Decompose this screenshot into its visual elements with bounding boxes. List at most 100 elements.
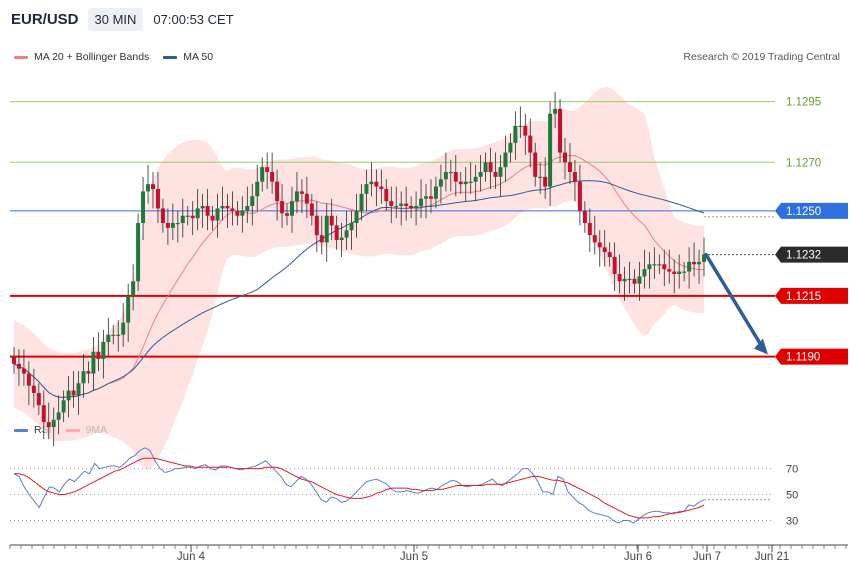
price-label-1.1250: 1.1250 <box>786 206 821 218</box>
candle-body <box>553 108 558 114</box>
rsi-tick-30: 30 <box>786 516 798 528</box>
candle-body <box>309 203 314 216</box>
candle-body <box>533 152 538 177</box>
timestamp: 07:00:53 CET <box>153 11 234 27</box>
price-tag-1.1215 <box>775 287 848 304</box>
rsi-tick-50: 50 <box>786 490 798 502</box>
candle-body <box>627 278 632 281</box>
candle-body <box>200 206 205 209</box>
candle-body <box>612 257 617 274</box>
candle-body <box>195 208 200 219</box>
time-axis: Jun 4 Jun 5 Jun 6 Jun 7 Jun 21 <box>9 544 848 563</box>
candle-body <box>508 142 513 153</box>
candle-body <box>280 201 285 214</box>
candle-body <box>563 152 568 163</box>
candle-body <box>275 181 280 202</box>
time-axis-label-0: Jun 4 <box>177 551 206 563</box>
candle-body <box>12 356 16 364</box>
candle-body <box>518 125 523 128</box>
price-panel: 1.1295 1.1270 1.1250 1.1232 1.1215 1.1190 <box>10 87 848 470</box>
candle-body <box>66 390 71 401</box>
candle-body <box>141 191 146 223</box>
candle-body <box>369 181 374 185</box>
price-tag-1.1232 <box>775 246 848 263</box>
candle-body <box>160 208 165 223</box>
candle-body <box>46 422 51 427</box>
candle-body <box>592 235 597 243</box>
candle-body <box>41 405 46 423</box>
rsi-line <box>13 447 705 524</box>
time-axis-label-2: Jun 6 <box>624 551 652 563</box>
candle-body <box>210 215 215 221</box>
candle-body <box>96 351 101 359</box>
candle-body <box>344 230 349 238</box>
bollinger-band <box>14 87 704 470</box>
candle-body <box>697 261 702 265</box>
candle-body <box>185 215 190 217</box>
candle-body <box>443 172 448 180</box>
candle-body <box>155 189 160 209</box>
candle-body <box>424 196 429 199</box>
candle-body <box>116 334 121 336</box>
candle-body <box>607 252 612 257</box>
candle-body <box>468 181 473 183</box>
candle-body <box>379 186 384 189</box>
price-label-1.1270: 1.1270 <box>786 157 821 169</box>
candle-body <box>414 206 419 209</box>
candle-body <box>567 162 572 172</box>
candle-body <box>419 198 424 206</box>
price-label-1.1215: 1.1215 <box>786 291 821 303</box>
candle-body <box>260 167 265 182</box>
candle-body <box>304 193 309 204</box>
candle-body <box>488 162 493 172</box>
candle-body <box>255 181 260 197</box>
legend-ma50: MA 50 <box>163 51 213 63</box>
candle-body <box>448 172 453 174</box>
candle-body <box>81 371 86 384</box>
candle-body <box>637 276 642 284</box>
candle-body <box>205 206 210 216</box>
candle-body <box>51 419 56 427</box>
candle-body <box>374 181 379 187</box>
currency-pair: EUR/USD <box>11 10 79 28</box>
candle-body <box>602 247 607 253</box>
candle-body <box>61 400 66 413</box>
timeframe-button[interactable]: 30 MIN <box>87 7 144 31</box>
candle-body <box>265 167 270 172</box>
candle-body <box>86 371 91 374</box>
candle-body <box>384 189 389 202</box>
price-tag-1.1190 <box>775 348 848 365</box>
price-tag-1.1250 <box>775 202 848 219</box>
candle-body <box>662 264 667 270</box>
candle-body <box>572 172 577 182</box>
candle-body <box>235 210 240 216</box>
candle-body <box>230 208 235 211</box>
candle-body <box>106 334 111 342</box>
candle-body <box>71 390 76 396</box>
candle-body <box>409 206 414 209</box>
candle-body <box>136 223 141 282</box>
candle-body <box>672 271 677 274</box>
candle-body <box>215 208 220 221</box>
candle-body <box>478 172 483 177</box>
candle-body <box>314 215 319 236</box>
candle-body <box>498 167 503 177</box>
legend-ma50-label: MA 50 <box>183 51 214 63</box>
price-label-1.1295: 1.1295 <box>786 97 821 109</box>
candle-body <box>647 264 652 270</box>
legend-ma20-label: MA 20 + Bollinger Bands <box>34 51 150 63</box>
candle-body <box>289 201 294 216</box>
candle-body <box>349 223 354 231</box>
candle-body <box>170 223 175 228</box>
candle-body <box>101 342 106 359</box>
candle-body <box>36 393 41 406</box>
candle-body <box>428 196 433 199</box>
candle-body <box>126 295 131 323</box>
candle-body <box>21 368 26 374</box>
forecast-arrow-head <box>754 338 768 355</box>
legend-rsi-swatch <box>14 428 28 432</box>
time-axis-label-4: Jun 21 <box>755 551 790 563</box>
legend-ma50-swatch <box>163 55 178 59</box>
candle-body <box>76 383 81 396</box>
